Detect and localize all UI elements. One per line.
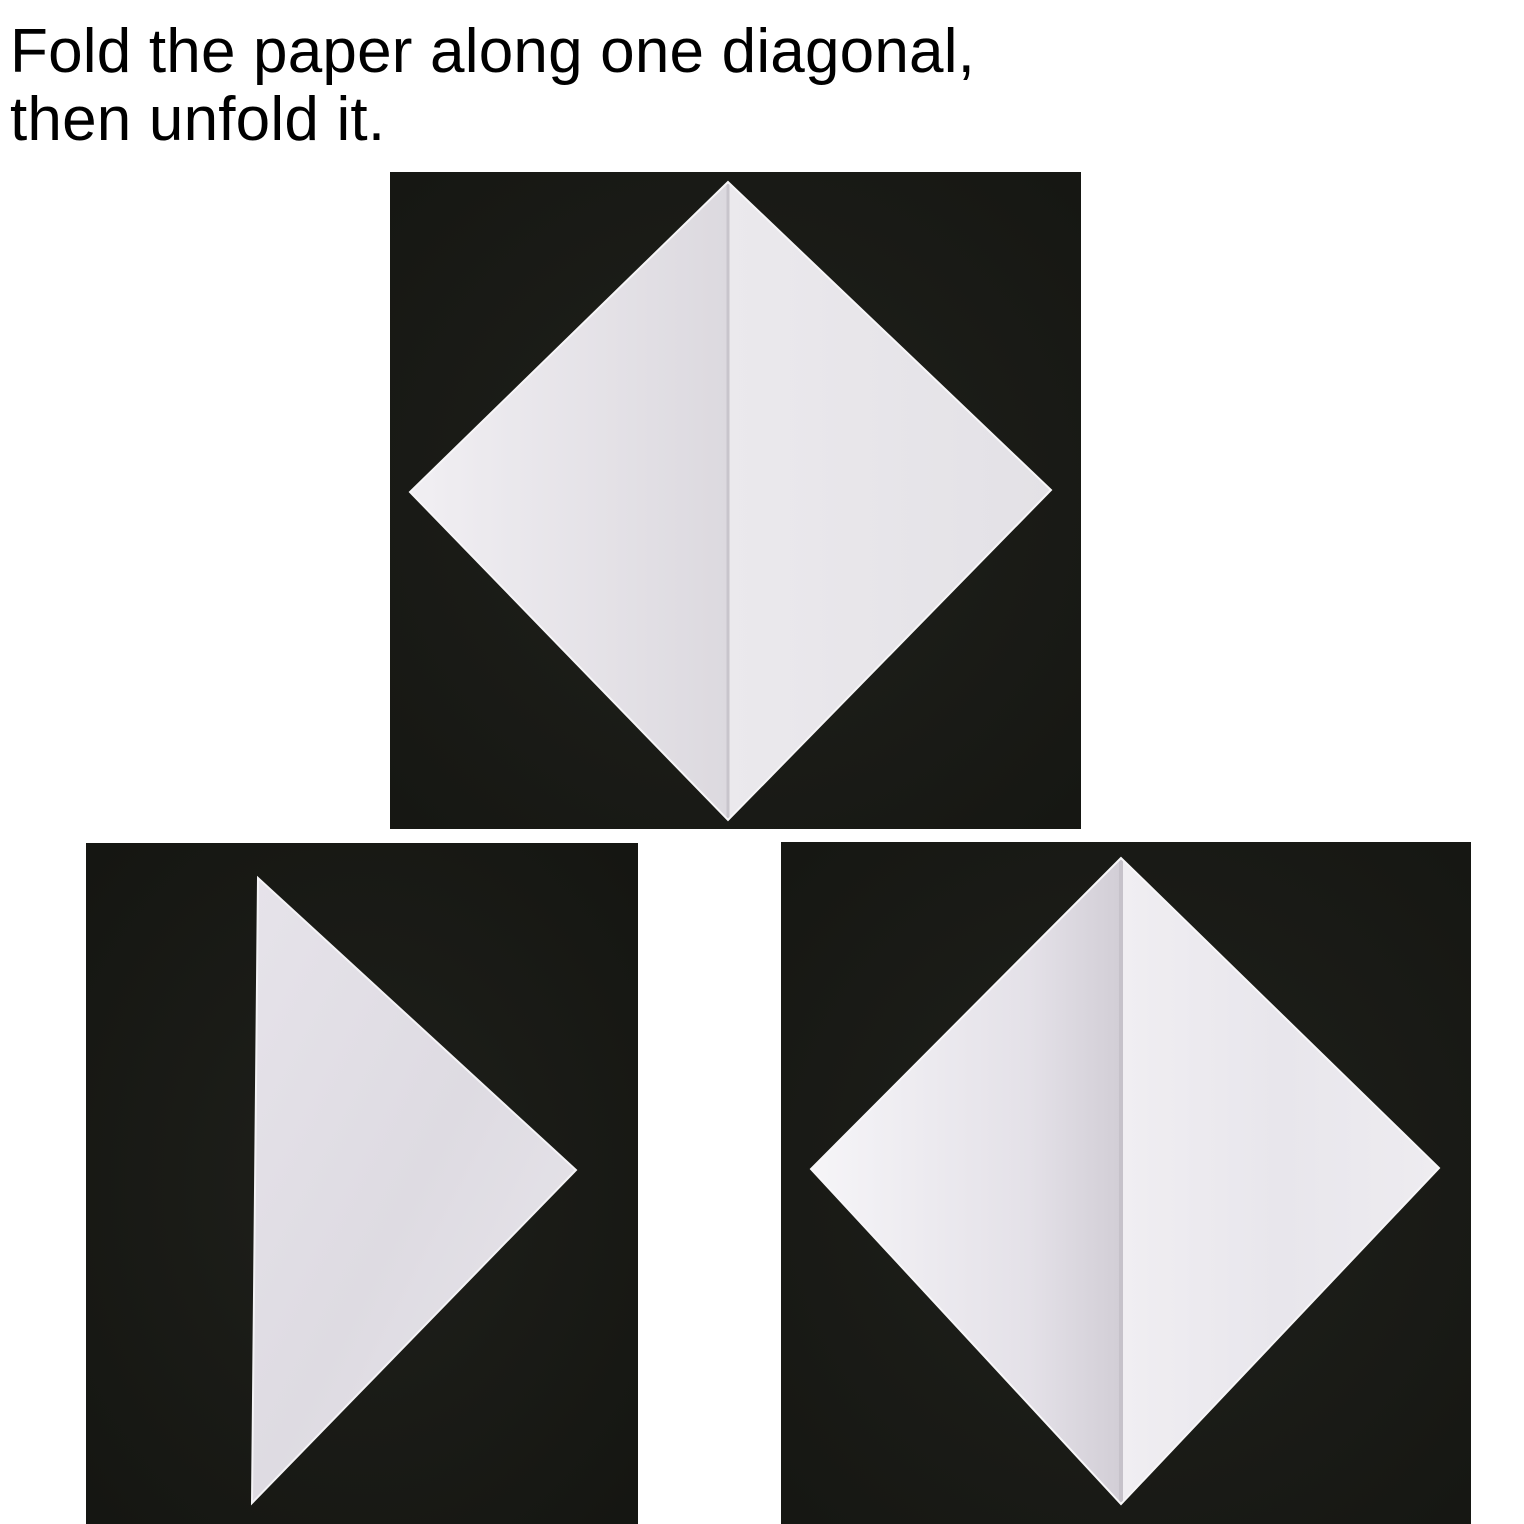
instruction-line-2: then unfold it. <box>10 85 386 154</box>
paper-left-half <box>811 858 1121 1504</box>
photo-unfolded-square-result <box>781 842 1471 1524</box>
instruction-line-1: Fold the paper along one diagonal, <box>10 17 976 86</box>
paper-right-half <box>1121 858 1439 1504</box>
paper-right-half <box>728 182 1051 820</box>
triangle-paper-icon <box>86 843 638 1524</box>
paper-edge <box>809 856 1441 1506</box>
paper-left-half <box>410 182 728 820</box>
paper-edge <box>408 180 1053 822</box>
photo-unfolded-square-top <box>390 172 1081 829</box>
paper-triangle <box>252 878 576 1503</box>
square-paper-diamond-icon <box>390 172 1081 829</box>
instruction-text: Fold the paper along one diagonal, then … <box>10 18 975 154</box>
photo-folded-triangle <box>86 843 638 1524</box>
paper-edge <box>250 875 578 1506</box>
square-paper-diamond-icon <box>781 842 1471 1524</box>
